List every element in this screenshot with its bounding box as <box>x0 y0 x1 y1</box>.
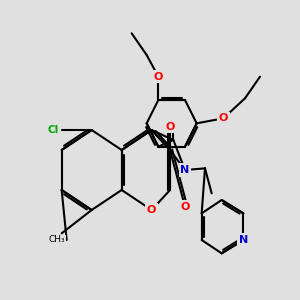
Text: O: O <box>165 122 175 132</box>
Text: O: O <box>180 202 190 212</box>
Text: CH₃: CH₃ <box>48 236 65 244</box>
Text: O: O <box>219 113 228 123</box>
Text: N: N <box>239 235 248 245</box>
Text: O: O <box>154 72 163 82</box>
Text: Cl: Cl <box>47 125 59 135</box>
Text: N: N <box>180 165 190 175</box>
Text: O: O <box>147 205 156 215</box>
